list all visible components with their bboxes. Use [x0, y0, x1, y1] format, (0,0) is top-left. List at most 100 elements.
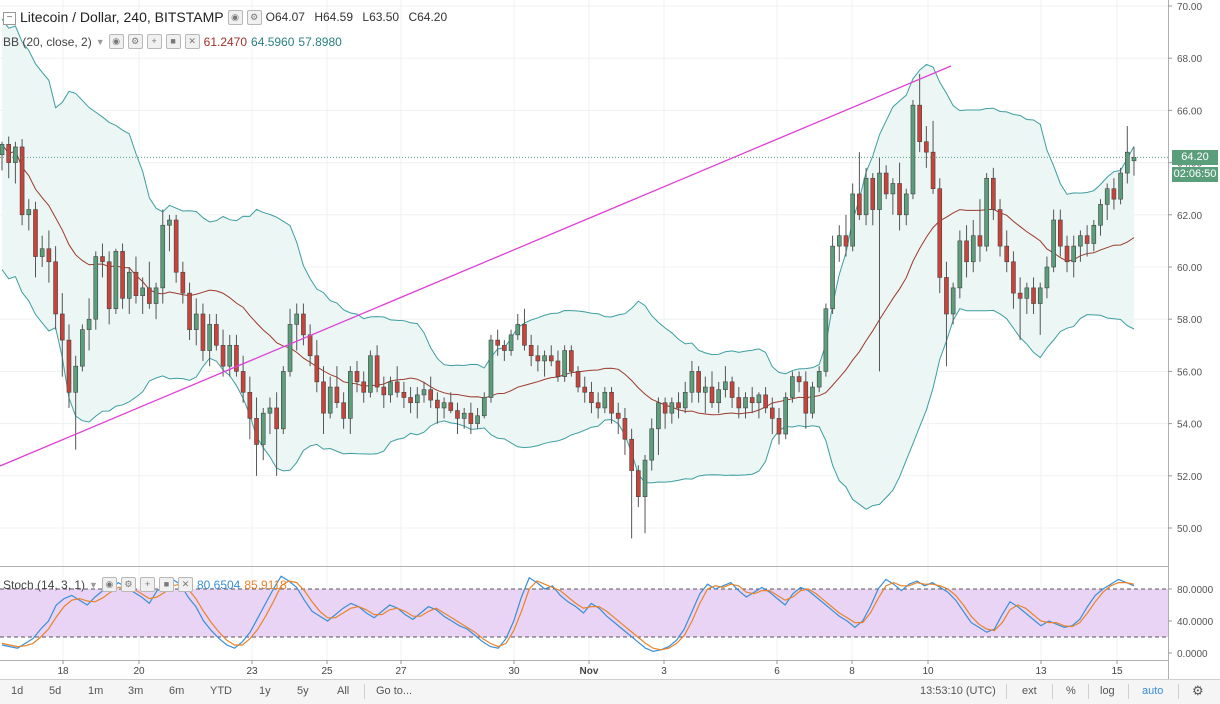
log-scale-toggle[interactable]: log [1100, 685, 1115, 697]
candle [629, 428, 634, 539]
eye-icon[interactable]: ◉ [227, 9, 243, 25]
candle-body [997, 209, 1003, 247]
plus-icon[interactable]: + [139, 577, 155, 592]
candle [756, 392, 762, 419]
candle [642, 454, 648, 534]
collapse-legend-icon[interactable]: − [3, 12, 16, 25]
candle-body [836, 235, 842, 247]
candle-body [924, 141, 929, 153]
timeframe-ytd[interactable]: YTD [210, 685, 232, 697]
candle-body [970, 235, 976, 263]
bb-label[interactable]: BB (20, close, 2) [3, 34, 92, 49]
candle [917, 73, 922, 153]
candle-body [374, 355, 380, 388]
candle-body [1104, 188, 1110, 205]
extended-hours-toggle[interactable]: ext [1022, 685, 1037, 697]
candle-body [1084, 235, 1090, 244]
goto-date-button[interactable]: Go to... [376, 685, 413, 697]
candle-body [736, 397, 742, 409]
percent-scale-toggle[interactable]: % [1066, 685, 1076, 697]
candle [823, 303, 829, 377]
candle [555, 350, 561, 382]
candle [803, 371, 809, 429]
candle [950, 282, 956, 325]
price-tick-label: 50.00 [1177, 524, 1202, 535]
gear-icon[interactable]: ⚙ [1192, 683, 1204, 698]
stoch-label[interactable]: Stoch (14, 3, 1) [3, 577, 86, 592]
candle-body [421, 389, 427, 396]
candle-body [354, 371, 360, 383]
close-icon[interactable]: ✕ [177, 577, 193, 592]
timeframe-1d[interactable]: 1d [11, 685, 24, 697]
candle [689, 360, 695, 403]
candle-body [515, 324, 521, 336]
open-key: O [265, 10, 275, 24]
chevron-down-icon[interactable]: ▼ [89, 579, 98, 590]
last-price-tag: 64.20 [1172, 150, 1218, 165]
candle-body [274, 407, 279, 430]
bb-fill-area [2, 19, 1134, 510]
settings-icon[interactable]: ⚙ [246, 9, 262, 25]
candle-body [1011, 261, 1016, 294]
time-tick-label: 20 [133, 666, 145, 677]
candle [1031, 277, 1036, 314]
candle-body [508, 334, 514, 351]
settings-icon[interactable]: ⚙ [120, 577, 136, 592]
timeframe-6m[interactable]: 6m [169, 685, 185, 697]
close-icon[interactable]: ✕ [184, 34, 200, 49]
plus-icon[interactable]: + [146, 34, 162, 49]
eye-icon[interactable]: ◉ [108, 34, 124, 49]
candle-body [1125, 151, 1130, 174]
timeframe-1m[interactable]: 1m [88, 685, 104, 697]
bollinger-band-fill [2, 19, 1134, 510]
eye-icon[interactable]: ◉ [101, 577, 117, 592]
timeframe-5d[interactable]: 5d [49, 685, 62, 697]
settings-icon[interactable]: ⚙ [127, 34, 143, 49]
timeframe-1y[interactable]: 1y [259, 685, 271, 697]
bar-countdown-tag: 02:06:50 [1172, 167, 1218, 182]
timeframe-5y[interactable]: 5y [297, 685, 309, 697]
candle [106, 251, 112, 325]
candle-body [917, 104, 922, 143]
close-key: C [408, 10, 418, 24]
candle-body [414, 394, 420, 404]
auto-scale-toggle[interactable]: auto [1142, 685, 1164, 697]
candle-body [33, 209, 38, 257]
candle-body [468, 412, 474, 424]
candle-body [595, 402, 601, 409]
clock-readout[interactable]: 13:53:10 (UTC) [920, 685, 996, 697]
candle [160, 209, 166, 304]
candle-body [830, 245, 835, 310]
chart-area[interactable]: 70.0068.0066.0064.0062.0060.0058.0056.00… [0, 0, 1220, 679]
candle-body [495, 339, 500, 346]
more-icon[interactable]: ■ [158, 577, 174, 592]
candle-body [763, 394, 768, 409]
timeframe-3m[interactable]: 3m [128, 685, 144, 697]
candle-body [569, 350, 574, 372]
candle [126, 267, 132, 314]
more-icon[interactable]: ■ [165, 34, 181, 49]
chevron-down-icon[interactable]: ▼ [95, 36, 105, 47]
trendline-drawing[interactable] [0, 65, 952, 467]
candle-body [408, 397, 413, 404]
candle [542, 350, 547, 377]
candle [595, 392, 601, 419]
candle [729, 376, 735, 408]
candle [1091, 220, 1097, 252]
candle [1071, 235, 1077, 278]
toolbar-divider [364, 684, 365, 699]
price-axis[interactable]: 70.0068.0066.0064.0062.0060.0058.0056.00… [1168, 0, 1220, 679]
candle [0, 141, 5, 171]
candle-body [562, 350, 567, 377]
timeframe-all[interactable]: All [337, 685, 350, 697]
symbol-title: Litecoin / Dollar, 240, BITSTAMP [20, 9, 224, 25]
candle [281, 366, 286, 435]
candle [1098, 199, 1103, 236]
time-tick-label: 23 [246, 666, 258, 677]
candle-body [93, 256, 99, 320]
candle [850, 183, 855, 252]
candle [167, 214, 172, 252]
time-axis[interactable]: 18 20 23 25 27 30 Nov 3 6 8 10 13 15 [0, 660, 1168, 677]
candle [515, 313, 521, 341]
candle-body [575, 371, 581, 388]
